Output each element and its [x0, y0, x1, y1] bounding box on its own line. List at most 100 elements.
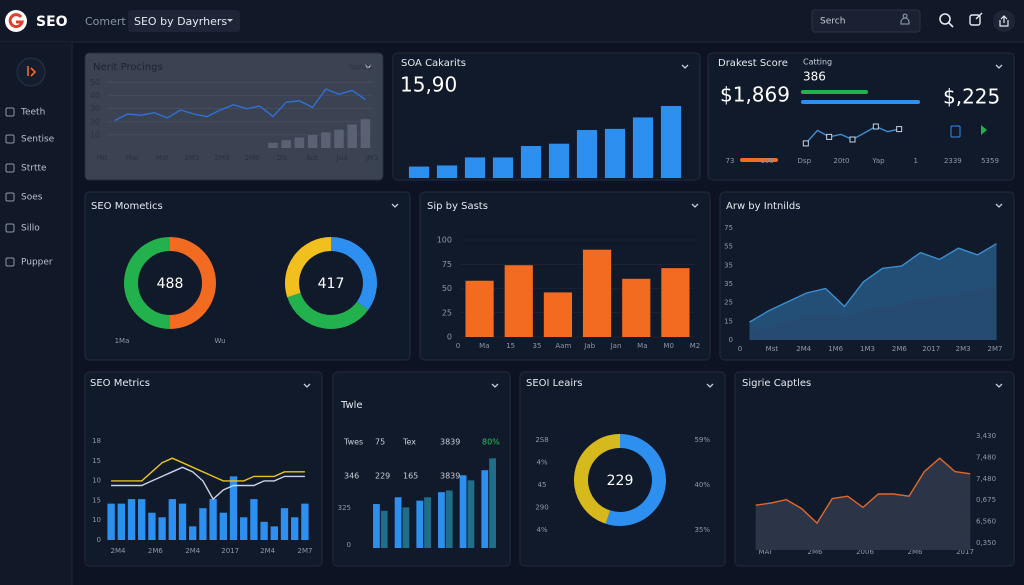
y-tick-label: 0	[97, 536, 101, 544]
table-cell: 165	[403, 472, 418, 481]
x-tick-label: 5359	[981, 157, 999, 165]
panel-menu[interactable]	[391, 203, 399, 208]
bar	[178, 503, 187, 540]
y-tick-label: 3,430	[976, 432, 996, 440]
table-cell: 3839	[440, 438, 460, 447]
panel-menu[interactable]	[491, 383, 499, 388]
bar	[270, 526, 278, 540]
y-tick-label: 7,480	[976, 475, 996, 483]
y-tick-label: 15	[92, 496, 101, 504]
line	[749, 285, 997, 332]
area	[749, 286, 997, 340]
sidebar-icon	[5, 163, 15, 173]
panel-menu[interactable]	[691, 203, 699, 208]
sidebar-item[interactable]: Soes	[21, 193, 43, 203]
x-tick-label: 2M6	[908, 548, 923, 556]
bar	[117, 503, 125, 540]
bar	[260, 521, 268, 540]
y-tick-label: 0	[447, 333, 452, 342]
panel-menu[interactable]	[995, 64, 1003, 69]
y-tick-label: 20	[90, 117, 100, 126]
bar	[209, 499, 217, 540]
panel	[707, 52, 1015, 181]
bar	[107, 503, 115, 540]
donut-label: 229	[607, 473, 634, 489]
x-tick-label: Wu	[214, 337, 225, 345]
search[interactable]: Serch	[811, 9, 921, 33]
x-tick-label: 1M3	[860, 345, 875, 353]
bar	[632, 117, 654, 178]
donut-segment	[574, 434, 621, 524]
panel-title: SOA Cakarits	[401, 58, 466, 69]
x-tick-label: Jab	[583, 342, 595, 350]
panel-menu[interactable]	[706, 383, 714, 388]
panel-title: Sip by Sasts	[427, 201, 488, 212]
panel-title: Drakest Score	[718, 58, 788, 69]
panel-menu[interactable]	[681, 64, 689, 69]
icon	[975, 12, 983, 20]
table-cell: 346	[344, 472, 359, 481]
x-tick-label: Yap	[872, 157, 886, 165]
dropdown-label: SEO by Dayrhers	[134, 15, 227, 28]
table-cell: 229	[375, 472, 390, 481]
side-label: 4%	[536, 526, 547, 534]
bar	[360, 119, 371, 148]
point	[849, 136, 856, 143]
share-button[interactable]	[993, 10, 1015, 32]
panel-menu[interactable]	[995, 203, 1003, 208]
sidebar-item[interactable]: Teeth	[20, 108, 45, 118]
sidebar-logo[interactable]	[16, 57, 46, 87]
y-tick-label: 50	[90, 78, 100, 87]
bar	[408, 166, 430, 178]
bar	[219, 512, 227, 540]
point	[872, 123, 879, 130]
panel-menu[interactable]	[995, 383, 1003, 388]
y-tick-label: 25	[442, 308, 452, 317]
search-button[interactable]	[939, 13, 954, 28]
bar	[604, 128, 626, 178]
donut-segment	[169, 237, 216, 329]
x-tick-label: 2M6	[808, 548, 823, 556]
sidebar-item[interactable]: Pupper	[21, 258, 53, 268]
x-tick-label: Ma	[479, 342, 489, 350]
bar	[199, 508, 207, 540]
bar	[543, 292, 573, 337]
edit-button[interactable]	[969, 12, 983, 26]
sidebar-icon	[5, 107, 15, 117]
x-tick-label: M0	[663, 342, 674, 350]
x-tick-label: 2M6	[245, 154, 260, 162]
x-tick-label: Dsp	[798, 157, 812, 165]
y-tick-label: 75	[442, 260, 452, 269]
x-tick-label: 2339	[944, 157, 962, 165]
sidebar-item[interactable]: Sentise	[21, 135, 55, 145]
bar	[380, 510, 388, 548]
bar	[467, 480, 475, 548]
line	[114, 88, 366, 122]
panel-menu[interactable]	[303, 383, 311, 388]
panel-title: Arw by Intnilds	[726, 201, 800, 212]
panel	[519, 371, 726, 567]
y-tick-label: 15	[724, 317, 733, 325]
area	[749, 243, 997, 340]
y-tick-label: 18	[92, 437, 101, 445]
bar	[548, 143, 570, 178]
panel-annotation: Catting	[803, 58, 832, 67]
x-tick-label: 35	[533, 342, 542, 350]
sidebar-item[interactable]: Sillo	[21, 224, 40, 234]
x-tick-label: 2017	[956, 548, 974, 556]
panel-menu[interactable]	[364, 64, 372, 69]
x-tick-label: Aam	[555, 342, 571, 350]
sidebar-item[interactable]: Strtte	[21, 164, 47, 174]
sidebar-icon	[5, 257, 15, 267]
table-cell: 75	[375, 438, 385, 447]
y-tick-label: 10	[92, 477, 101, 485]
menu-item[interactable]: Comert	[85, 15, 126, 28]
bar	[334, 129, 344, 148]
bar	[189, 526, 197, 540]
dropdown[interactable]: SEO by Dayrhers	[128, 10, 240, 32]
sidebar	[0, 42, 72, 585]
donut-segment	[287, 292, 369, 329]
logo[interactable]	[5, 10, 27, 32]
bar	[660, 106, 682, 178]
